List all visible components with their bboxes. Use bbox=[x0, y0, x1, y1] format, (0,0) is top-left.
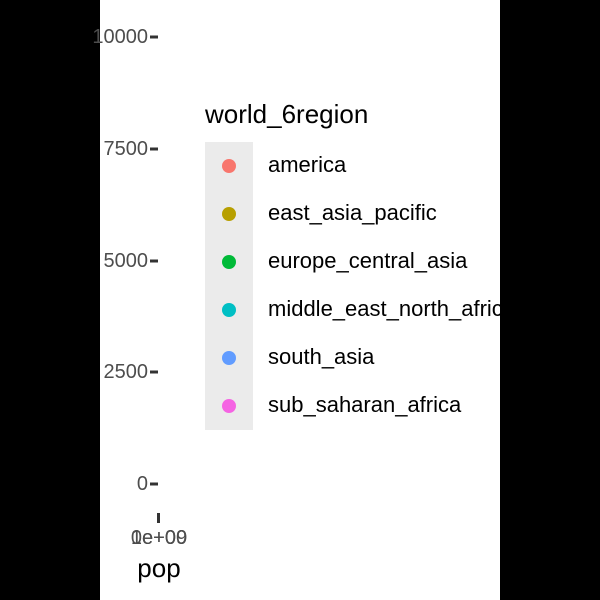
y-axis-tick bbox=[150, 259, 158, 262]
x-axis-tick bbox=[157, 513, 160, 523]
y-axis-tick bbox=[150, 35, 158, 39]
y-axis-tick bbox=[150, 147, 158, 151]
x-tick-label: 1e+09 bbox=[130, 527, 188, 549]
legend-label: america bbox=[268, 152, 347, 177]
legend-label: europe_central_asia bbox=[268, 248, 468, 273]
legend-dot-icon bbox=[222, 255, 236, 269]
legend-title: world_6region bbox=[205, 99, 369, 129]
legend-label: middle_east_north_africa bbox=[268, 296, 516, 321]
y-tick-label: 2500 bbox=[103, 361, 149, 384]
legend-dot-icon bbox=[222, 159, 236, 173]
legend-dot-icon bbox=[222, 399, 236, 413]
y-tick-label: 5000 bbox=[103, 249, 149, 272]
legend-item: east_asia_pacific bbox=[205, 190, 500, 238]
legend-dot-icon bbox=[222, 303, 236, 317]
y-tick-label: 7500 bbox=[103, 137, 149, 160]
legend-key-background bbox=[205, 142, 253, 430]
x-tick-label: 0e+00 bbox=[130, 527, 188, 549]
y-tick-label: 0 bbox=[136, 473, 148, 495]
x-axis-title: pop bbox=[137, 553, 181, 583]
legend-label: sub_saharan_africa bbox=[268, 392, 462, 417]
legend-label: east_asia_pacific bbox=[268, 200, 437, 225]
legend-dot-icon bbox=[222, 351, 236, 365]
legend-label: south_asia bbox=[268, 344, 375, 369]
y-tick-label: 10000 bbox=[92, 26, 148, 48]
legend-item: south_asia bbox=[205, 334, 500, 382]
plot-panel bbox=[100, 0, 500, 600]
legend-item: sub_saharan_africa bbox=[205, 382, 500, 430]
legend-dot-icon bbox=[222, 207, 236, 221]
y-axis-tick bbox=[150, 370, 158, 374]
legend-item: america bbox=[205, 142, 500, 190]
legend-item: middle_east_north_africa bbox=[205, 286, 515, 334]
y-axis-tick bbox=[150, 482, 158, 486]
legend-item: europe_central_asia bbox=[205, 238, 500, 286]
